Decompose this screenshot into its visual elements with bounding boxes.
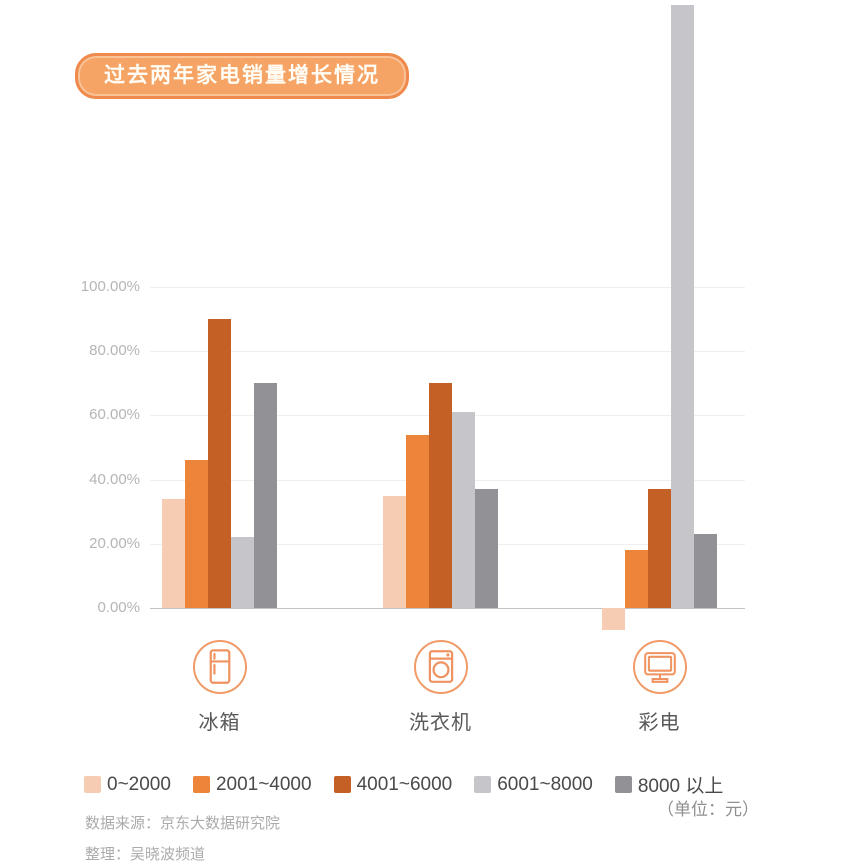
- data-source-line: 数据来源：京东大数据研究院: [85, 815, 281, 832]
- legend-item: 4001~6000: [333, 773, 453, 796]
- legend-swatch: [192, 776, 210, 793]
- bar: [383, 495, 406, 608]
- unit-note: （单位：元）: [657, 800, 759, 819]
- chart-legend: 0~2000 2001~4000 4001~6000 6001~8000 8000 以上: [84, 771, 723, 798]
- bar: [185, 460, 208, 608]
- bar: [231, 537, 254, 608]
- legend-swatch: [614, 776, 632, 793]
- bar: [602, 608, 625, 631]
- bar: [254, 383, 277, 608]
- x-axis-line: [150, 608, 745, 609]
- bar: [208, 319, 231, 608]
- bar: [452, 412, 475, 608]
- legend-swatch: [84, 776, 101, 793]
- legend-item: 2001~4000: [192, 773, 312, 796]
- bar: [694, 534, 717, 608]
- legend-item: 0~2000: [84, 774, 171, 796]
- legend-label: 4001~6000: [356, 773, 453, 795]
- y-tick-label: 0.00%: [97, 599, 140, 616]
- bar: [429, 383, 452, 608]
- bar: [475, 489, 498, 608]
- y-tick-label: 40.00%: [89, 470, 140, 488]
- y-tick-label: 100.00%: [80, 278, 140, 295]
- bar: [648, 489, 671, 608]
- bar: [406, 434, 429, 608]
- legend-swatch: [474, 776, 492, 793]
- category-label: 洗衣机: [409, 712, 472, 734]
- chart-title-badge: 过去两年家电销量增长情况: [75, 53, 409, 99]
- bar: [671, 4, 694, 608]
- y-tick-label: 60.00%: [89, 406, 140, 424]
- legend-item: 8000 以上: [614, 771, 724, 798]
- legend-label: 0~2000: [107, 773, 171, 795]
- legend-label: 6001~8000: [497, 773, 593, 795]
- gridline: [150, 351, 745, 353]
- bar: [162, 498, 185, 608]
- data-source-line: 整理：吴晓波频道: [85, 846, 206, 863]
- category-label: 冰箱: [198, 712, 241, 734]
- fridge-icon: [192, 640, 247, 694]
- legend-label: 2001~4000: [215, 773, 312, 795]
- legend-swatch: [333, 776, 351, 793]
- bar: [625, 550, 648, 608]
- legend-item: 6001~8000: [474, 774, 593, 796]
- data-source: 数据来源：京东大数据研究院 整理：吴晓波频道: [85, 808, 280, 866]
- tv-icon: [632, 640, 687, 694]
- washing-machine-icon: [413, 640, 468, 694]
- category-label: 彩电: [638, 712, 681, 734]
- gridline: [150, 287, 745, 288]
- y-tick-label: 20.00%: [89, 534, 140, 552]
- legend-label: 8000 以上: [637, 776, 724, 797]
- y-tick-label: 80.00%: [89, 342, 140, 360]
